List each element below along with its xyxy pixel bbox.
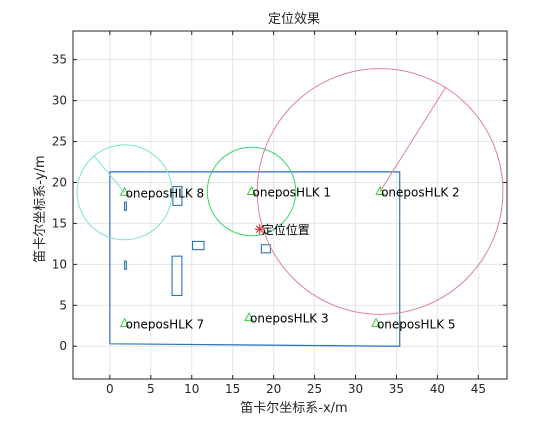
plot-data: oneposHLK 8 oneposHLK 1 oneposHLK 2 oneposH… <box>76 68 504 347</box>
x-tick-label: 0 <box>106 382 114 396</box>
x-tick-label: 35 <box>389 382 404 396</box>
anchor-marker <box>119 186 130 196</box>
x-tick-label: 45 <box>471 382 486 396</box>
anchor-marker <box>371 317 381 327</box>
anchor-label: oneposHLK 5 <box>377 317 456 331</box>
floorplan-room <box>124 201 127 211</box>
range-circle <box>76 144 173 241</box>
anchor-label: oneposHLK 8 <box>126 186 205 200</box>
x-tick-label: 40 <box>430 382 445 396</box>
y-tick-label: 30 <box>52 94 67 108</box>
floorplan-room <box>171 255 183 297</box>
anchor-marker <box>119 317 130 327</box>
anchor-marker <box>375 185 385 195</box>
y-tick-label: 10 <box>52 257 67 271</box>
y-tick-label: 5 <box>59 298 67 312</box>
floorplan-outline <box>109 171 401 347</box>
y-tick-label: 15 <box>52 216 67 230</box>
range-radius-line <box>379 87 447 192</box>
floorplan-room <box>192 240 205 251</box>
x-tick-label: 25 <box>307 382 322 396</box>
y-tick-label: 0 <box>59 339 67 353</box>
estimate-marker-d2 <box>255 225 264 234</box>
anchor-label: oneposHLK 3 <box>250 312 329 326</box>
floorplan-room <box>124 260 127 270</box>
range-circle <box>206 146 297 237</box>
range-radius-line <box>93 155 125 193</box>
anchor-label: oneposHLK 1 <box>253 185 332 199</box>
plot-area: oneposHLK 8 oneposHLK 1 oneposHLK 2 oneposH… <box>52 30 508 396</box>
y-axis-label: 笛卡尔坐标系-y/m <box>32 155 48 262</box>
estimate-label: 定位位置 <box>262 222 310 237</box>
anchor-marker <box>244 312 254 322</box>
y-tick-label: 35 <box>52 53 67 67</box>
y-tick-label: 25 <box>52 135 67 149</box>
range-circle <box>256 68 504 315</box>
floorplan-room <box>260 244 271 254</box>
x-tick-label: 30 <box>348 382 363 396</box>
x-axis-label: 笛卡尔坐标系-x/m <box>240 400 347 416</box>
anchor-label: oneposHLK 7 <box>126 317 205 331</box>
x-tick-label: 15 <box>225 382 240 396</box>
chart-title: 定位效果 <box>268 12 320 27</box>
floorplan-room <box>172 186 183 206</box>
x-tick-label: 20 <box>266 382 281 396</box>
axes-box <box>72 30 508 380</box>
y-tick-label: 20 <box>52 175 67 189</box>
anchor-label: oneposHLK 2 <box>381 185 460 199</box>
anchor-marker <box>246 185 257 195</box>
x-tick-label: 10 <box>184 382 199 396</box>
x-tick-label: 5 <box>147 382 155 396</box>
